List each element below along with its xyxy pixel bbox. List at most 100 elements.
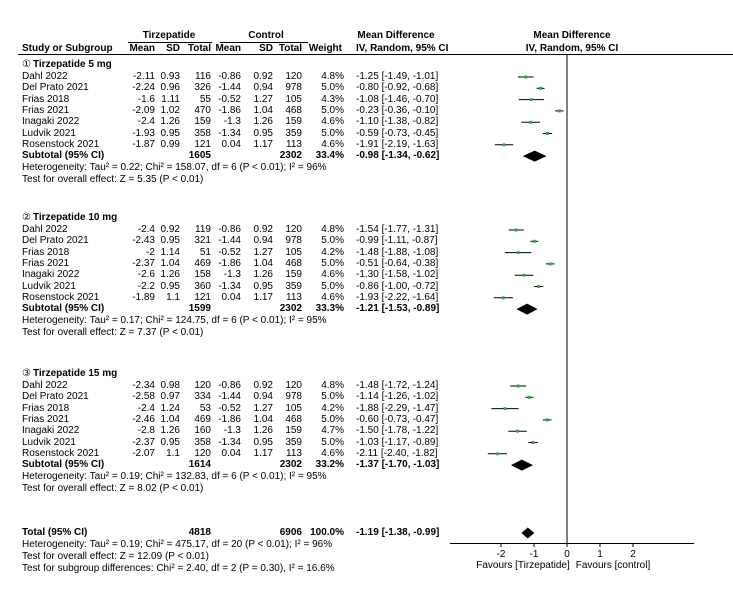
cell-csd: 1.26 (253, 269, 273, 281)
subgroup-marker: ② (22, 212, 31, 223)
plot-subtitle: IV, Random, 95% CI (526, 43, 619, 54)
cell-w: 4.6% (321, 138, 344, 150)
cell-cn: 359 (285, 280, 302, 292)
effect-square (529, 98, 533, 102)
study-ci: -1.91 [-2.19, -1.63] (356, 138, 439, 150)
cell-cn: 105 (285, 246, 302, 258)
cell-csd: 1.04 (253, 257, 273, 269)
header-md-title: Mean Difference (357, 30, 435, 41)
cell-tm: -2.4 (137, 116, 155, 128)
cell-tn: 326 (194, 82, 211, 94)
cell-w: 4.6% (321, 116, 344, 128)
study-name: Frias 2018 (22, 402, 70, 414)
cell-csd: 1.17 (253, 291, 273, 303)
cell-w: 5.0% (321, 413, 344, 425)
cell-tsd: 0.95 (160, 235, 180, 247)
cell-cm: -0.52 (218, 402, 241, 414)
study-name: Dahl 2022 (22, 224, 68, 235)
cell-tn: 469 (194, 413, 211, 425)
cell-w: 5.0% (321, 436, 344, 448)
cell-cm: -1.86 (218, 104, 241, 116)
cell-tm: -2.24 (132, 82, 155, 94)
cell-cn: 978 (285, 391, 302, 403)
cell-tn: 120 (194, 380, 211, 391)
cell-cm: -0.86 (218, 380, 241, 391)
cell-tn: 119 (195, 224, 211, 235)
cell-cn: 120 (285, 380, 302, 391)
cell-cm: -0.86 (218, 224, 241, 235)
cell-tn: 160 (194, 425, 211, 437)
cell-tsd: 0.93 (160, 71, 180, 82)
effect-square (514, 228, 518, 232)
subtotal-ctrl-total: 2302 (279, 150, 302, 162)
cell-cm: -1.34 (218, 280, 241, 292)
cell-tsd: 0.95 (160, 127, 180, 139)
subtotal-weight: 33.2% (315, 459, 344, 471)
study-name: Rosenstock 2021 (22, 447, 100, 459)
cell-w: 4.8% (321, 224, 344, 235)
study-ci: -0.86 [-1.00, -0.72] (356, 280, 439, 292)
forest-table: Tirzepatide Control Mean Difference Stud… (18, 30, 450, 574)
header-study: Study or Subgroup (22, 43, 113, 54)
cell-csd: 1.27 (253, 246, 273, 258)
subtotal-ctrl-total: 2302 (279, 459, 302, 471)
overall-effect-text: Test for overall effect: Z = 8.02 (P < 0… (22, 483, 204, 495)
cell-cn: 159 (285, 269, 302, 281)
cell-w: 4.7% (321, 425, 344, 437)
header-tirzepatide-rule (128, 42, 212, 43)
study-name: Ludvik 2021 (22, 127, 76, 139)
header-ctrl-sd: SD (259, 43, 273, 54)
cell-tm: -2.37 (132, 257, 155, 269)
cell-tn: 470 (194, 104, 211, 116)
subtotal-label: Subtotal (95% CI) (22, 459, 105, 471)
cell-csd: 1.26 (253, 116, 273, 128)
cell-cm: -1.44 (218, 235, 241, 247)
effect-square (527, 395, 531, 399)
cell-w: 5.0% (321, 104, 344, 116)
study-ci: -1.25 [-1.49, -1.01] (356, 71, 439, 82)
study-ci: -1.93 [-2.22, -1.64] (356, 291, 439, 303)
subgroup-heading: ③ Tirzepatide 15 mg (22, 368, 117, 379)
cell-csd: 1.04 (253, 104, 273, 116)
overall-effect-text: Test for overall effect: Z = 7.37 (P < 0… (22, 327, 204, 339)
study-name: Inagaki 2022 (22, 116, 80, 128)
cell-w: 5.0% (321, 127, 344, 139)
header-weight: Weight (308, 43, 342, 54)
effect-square (548, 262, 552, 266)
cell-cn: 468 (285, 104, 302, 116)
cell-csd: 1.27 (253, 93, 273, 105)
subtotal-ci: -1.37 [-1.70, -1.03] (356, 459, 440, 471)
cell-tsd: 1.14 (160, 246, 180, 258)
effect-square (516, 251, 520, 255)
subtotal-tirz-total: 1599 (188, 303, 211, 315)
study-name: Del Prato 2021 (22, 235, 89, 247)
cell-cm: -1.44 (218, 82, 241, 94)
cell-tm: -2.4 (137, 224, 155, 235)
cell-cn: 978 (285, 235, 302, 247)
cell-tm: -2 (146, 246, 155, 258)
cell-csd: 0.94 (253, 82, 273, 94)
study-name: Frias 2018 (22, 246, 70, 258)
header-tirz-mean: Mean (129, 43, 155, 54)
header-tirz-sd: SD (166, 43, 180, 54)
cell-tsd: 0.95 (160, 280, 180, 292)
cell-cn: 113 (286, 447, 302, 459)
cell-tm: -2.37 (132, 436, 155, 448)
cell-csd: 1.26 (253, 425, 273, 437)
cell-tm: -1.93 (132, 127, 155, 139)
cell-tsd: 1.1 (166, 291, 180, 303)
cell-tm: -2.4 (137, 402, 155, 414)
cell-tm: -1.6 (137, 93, 155, 105)
header-ctrl-total: Total (278, 43, 302, 54)
cell-tsd: 1.26 (160, 425, 180, 437)
cell-tn: 121 (194, 291, 211, 303)
header-ctrl-mean: Mean (215, 43, 241, 54)
cell-cn: 978 (285, 82, 302, 94)
study-ci: -1.03 [-1.17, -0.89] (356, 436, 439, 448)
effect-square (539, 86, 543, 90)
subtotal-tirz-total: 1605 (188, 150, 211, 162)
effect-square (546, 132, 550, 135)
subgroup-differences-text: Test for subgroup differences: Chi² = 2.… (22, 563, 335, 574)
cell-tsd: 1.04 (160, 413, 180, 425)
study-name: Rosenstock 2021 (22, 138, 100, 150)
